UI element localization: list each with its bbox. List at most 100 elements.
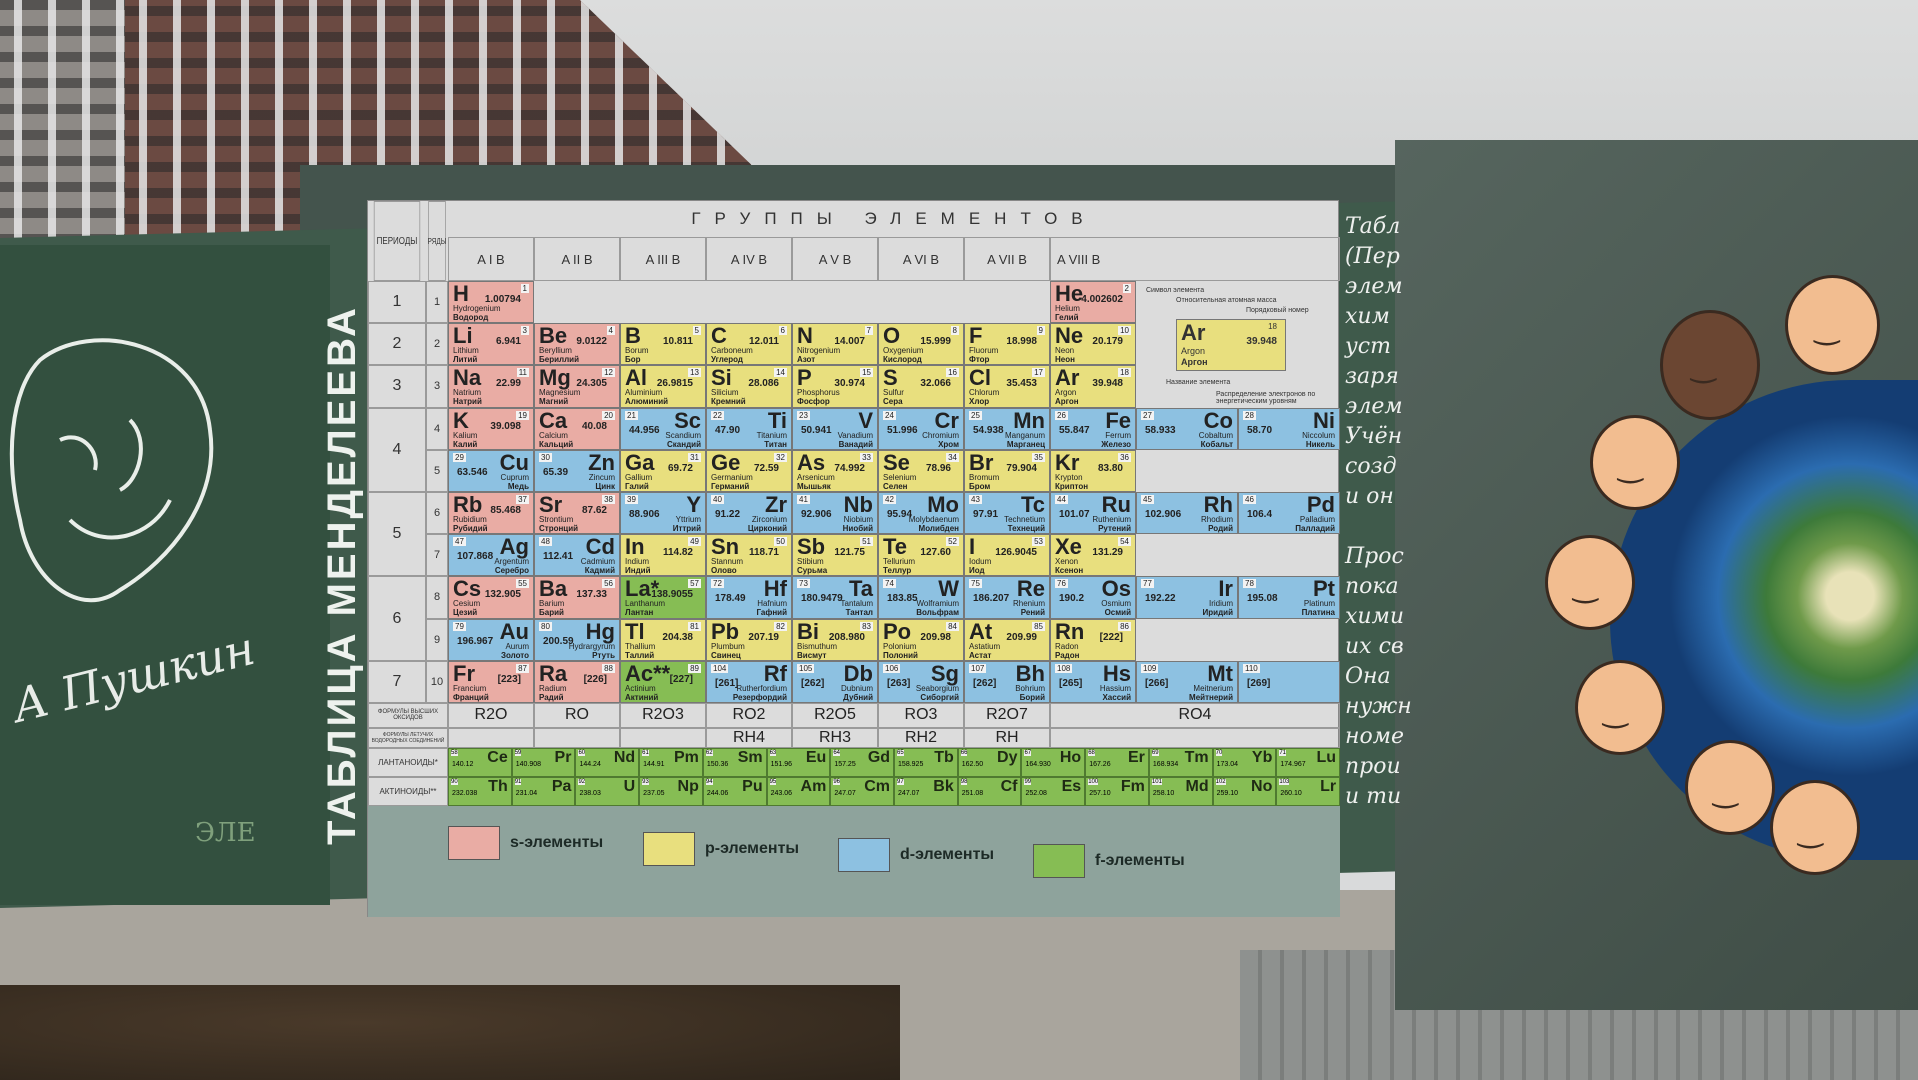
element-symbol: Nd [613, 748, 636, 766]
element-russian-name: Магний [539, 397, 569, 407]
element-cell: Cs 55 132.905 Cesium Цезий [448, 576, 534, 619]
element-cell: Cm 96 247.07 [830, 776, 895, 806]
element-cell: Md 101 258.10 [1148, 776, 1213, 806]
element-number: 82 [774, 621, 787, 631]
element-latin-name: Silicium [711, 388, 739, 398]
element-russian-name: Аргон [1055, 397, 1079, 407]
element-cell: Pa 91 231.04 [511, 776, 576, 806]
element-number: 99 [1024, 778, 1032, 785]
element-latin-name: Hydrargyrum [568, 641, 615, 651]
legend-swatch [1033, 843, 1085, 878]
element-mass: 35.453 [1006, 378, 1037, 390]
element-russian-name: Фосфор [797, 397, 830, 407]
element-cell: Po 84 209.98 Polonium Полоний [878, 618, 964, 661]
row-number: 6 [426, 491, 448, 535]
element-russian-name: Олово [711, 566, 737, 576]
element-russian-name: Сурьма [797, 566, 828, 576]
element-russian-name: Мышьяк [797, 481, 831, 491]
element-mass: [222] [1099, 631, 1123, 643]
element-cell: Ra 88 [226] Radium Радий [534, 660, 620, 703]
element-symbol: Rf [763, 660, 787, 686]
element-cell: Hs 108 [265] Hassium Хассий [1050, 660, 1136, 703]
element-latin-name: Zirconium [751, 514, 787, 524]
element-number: 5 [692, 326, 701, 336]
element-latin-name: Sulfur [883, 388, 904, 398]
element-russian-name: Актиний [625, 692, 659, 702]
element-russian-name: Технеций [1007, 523, 1045, 533]
right-text-line: их св [1345, 634, 1404, 659]
element-mass: 121.75 [834, 547, 865, 559]
element-latin-name: Niccolum [1302, 430, 1335, 440]
element-latin-name: Palladium [1299, 514, 1335, 524]
element-mass: 252.08 [1025, 789, 1047, 797]
element-latin-name: Hydrogenium [453, 304, 501, 313]
element-symbol: Ti [767, 407, 787, 433]
element-number: 54 [1118, 537, 1131, 547]
element-number: 95 [769, 778, 777, 785]
element-mass: 232.038 [452, 789, 478, 797]
period-number: 2 [368, 323, 426, 366]
element-symbol: Mg [539, 365, 571, 391]
element-symbol: Bk [933, 777, 954, 795]
element-number: 92 [578, 778, 586, 785]
legend-swatch [838, 837, 890, 872]
element-number: 90 [451, 778, 458, 785]
element-latin-name: Molybdaenum [908, 514, 959, 524]
element-latin-name: Platinum [1303, 599, 1335, 609]
element-russian-name: Кремний [711, 397, 746, 407]
element-russian-name: Марганец [1006, 439, 1045, 449]
element-number: 3 [520, 326, 529, 336]
element-symbol: Nb [843, 491, 873, 517]
element-symbol: Ge [711, 449, 741, 475]
element-mass: 69.72 [667, 462, 693, 474]
element-number: 23 [797, 410, 810, 420]
element-cell: Tb 65 158.925 [894, 747, 958, 777]
element-russian-name: Радон [1055, 650, 1080, 660]
element-mass: [227] [669, 673, 693, 685]
element-symbol: Th [488, 777, 508, 795]
element-latin-name: Bromum [969, 472, 1000, 482]
element-cell: Co 27 58.933 Cobaltum Кобальт [1136, 407, 1238, 450]
group-label: A IV B [706, 237, 792, 281]
element-latin-name: Plumbum [711, 641, 745, 651]
element-latin-name: Stannum [711, 557, 744, 567]
element-cell: Mt 109 [266] Meitnerium Мейтнерий [1136, 660, 1238, 703]
element-russian-name: Родий [1208, 523, 1233, 533]
element-symbol: Bh [1015, 660, 1045, 686]
right-text-line: и он [1345, 484, 1394, 509]
row-number: 4 [426, 407, 448, 450]
element-mass: 180.9479 [801, 593, 843, 605]
element-symbol: Cr [934, 407, 959, 433]
element-latin-name: Phosphorus [797, 388, 840, 398]
element-number: 1 [520, 284, 529, 293]
element-mass: 83.80 [1097, 462, 1123, 474]
element-symbol: Al [625, 365, 647, 391]
element-symbol: H [453, 281, 469, 306]
element-latin-name: Niobium [843, 514, 873, 524]
element-russian-name: Бор [625, 355, 641, 365]
element-cell: Ga 31 69.72 Gallium Галий [620, 449, 706, 492]
element-cell: Cl 17 35.453 Chlorum Хлор [964, 365, 1050, 408]
element-number: 10 [1118, 326, 1131, 336]
element-number: 69 [1151, 749, 1159, 756]
element-russian-name: Вольфрам [916, 608, 959, 618]
element-symbol: In [625, 534, 645, 560]
element-number: 53 [1032, 537, 1045, 547]
element-cell: Te 52 127.60 Tellurium Теллур [878, 534, 964, 577]
element-symbol: Ni [1313, 407, 1335, 433]
element-russian-name: Медь [507, 481, 529, 491]
group-label: A I B [448, 237, 534, 281]
element-russian-name: Скандий [667, 439, 701, 449]
right-text-line: (Пер [1345, 244, 1400, 269]
element-mass: 95.94 [887, 508, 913, 520]
element-number: 47 [453, 537, 466, 547]
hydride-formula [1050, 727, 1340, 748]
element-number: 81 [688, 621, 701, 631]
element-russian-name: Кобальт [1200, 439, 1233, 449]
right-text-line: Она [1345, 664, 1391, 689]
right-text-line: элем [1345, 394, 1403, 419]
element-symbol: Os [1101, 576, 1131, 602]
element-russian-name: Барий [539, 608, 564, 618]
element-cell: La* 57 138.9055 Lanthanum Лантан [620, 576, 706, 619]
element-latin-name: Tantalum [840, 599, 873, 609]
